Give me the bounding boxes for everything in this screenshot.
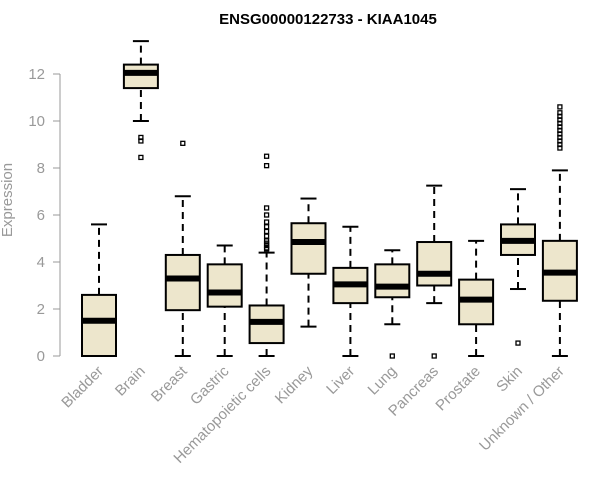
outlier-point [138,134,144,141]
outlier-point [557,110,563,116]
outlier-point [263,219,270,225]
outlier-point [263,205,270,211]
box-group [81,223,117,357]
category-label: Skin [493,363,526,396]
y-tick-label: 12 [28,66,45,83]
box-group [458,239,495,357]
outlier-point [263,162,270,169]
box-group [332,225,369,357]
box [416,241,453,287]
outlier-point [389,353,395,359]
box [81,293,117,357]
box [164,253,201,312]
category-label: Brain [112,363,149,400]
category-label: Breast [148,362,191,405]
outlier-point [263,233,270,239]
outlier-point [138,154,144,161]
y-tick-label: 2 [37,301,45,318]
category-label: Prostate [432,363,484,415]
box [206,263,243,308]
outlier-point [515,340,521,346]
box [122,63,159,90]
y-axis: 0 2 4 6 8 10 12 [28,66,61,365]
outlier-point [263,238,270,244]
box-group [416,184,453,359]
y-tick-label: 10 [28,113,45,130]
outlier-point [263,153,270,159]
y-tick-label: 4 [37,254,45,271]
category-label: Kidney [272,362,317,407]
box-group [122,40,159,161]
outlier-point [263,224,270,230]
boxes-layer [81,40,578,359]
box-group [500,188,536,346]
box [290,222,327,275]
y-axis-label: Expression [0,163,16,237]
outlier-point [557,104,563,110]
category-label: Lung [365,363,401,399]
chart-title: ENSG00000122733 - KIAA1045 [219,11,437,28]
category-label: Liver [323,363,358,398]
category-label: Bladder [58,363,107,412]
outlier-point [180,140,186,146]
box-group [374,249,411,359]
y-tick-label: 0 [37,348,45,365]
box [374,263,411,299]
box-group [164,140,201,357]
box-group [290,197,327,328]
box-group [248,153,285,357]
outlier-point [263,228,270,235]
outlier-point [263,212,270,218]
y-tick-label: 8 [37,160,45,177]
box-group [541,104,578,357]
box-group [206,244,243,357]
outlier-point [431,353,437,359]
y-tick-label: 6 [37,207,45,224]
